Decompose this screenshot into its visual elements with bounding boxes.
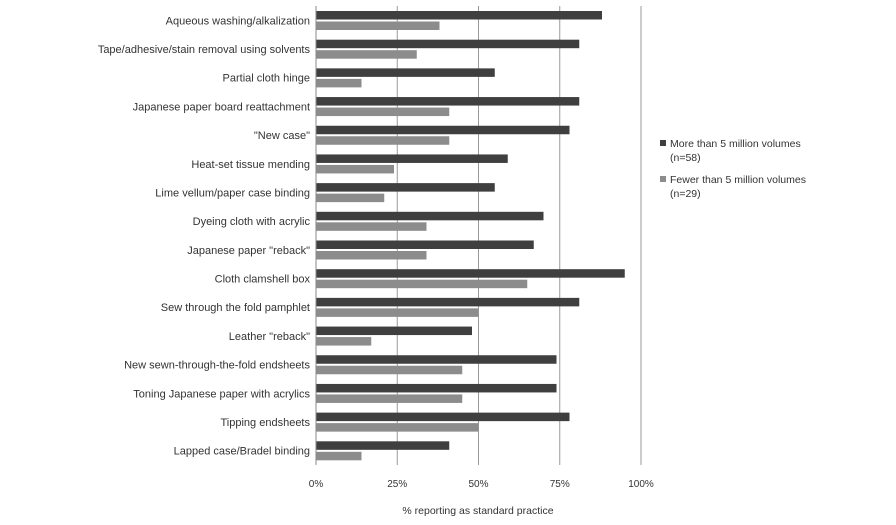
bar-s1-10 <box>316 297 580 307</box>
category-label: Japanese paper "reback" <box>187 245 310 257</box>
bar-s2-9 <box>316 279 528 289</box>
category-label: New sewn-through-the-fold endsheets <box>124 360 310 372</box>
x-tick-label: 75% <box>550 479 570 490</box>
category-label: Dyeing cloth with acrylic <box>193 216 311 228</box>
legend-label-2: Fewer than 5 million volumes (n=29) <box>670 174 806 200</box>
bar-s2-3 <box>316 107 450 117</box>
x-tick-label: 0% <box>309 479 324 490</box>
category-label: Toning Japanese paper with acrylics <box>133 388 310 400</box>
legend-label-1: More than 5 million volumes (n=58) <box>670 138 801 164</box>
bar-s2-2 <box>316 78 362 88</box>
bar-s2-13 <box>316 394 463 403</box>
bar-s2-8 <box>316 251 427 260</box>
bar-s2-7 <box>316 222 427 231</box>
category-label: Aqueous washing/alkalization <box>166 15 310 27</box>
legend-swatch-1 <box>660 140 666 146</box>
bar-s1-12 <box>316 355 557 364</box>
category-label: Leather "reback" <box>229 331 310 343</box>
bar-s2-6 <box>316 193 385 203</box>
category-label: Tipping endsheets <box>221 417 311 429</box>
legend-swatch-2 <box>660 176 666 182</box>
bar-s1-3 <box>316 97 580 106</box>
bar-s1-0 <box>316 11 602 20</box>
category-label: Partial cloth hinge <box>223 73 310 85</box>
x-axis-title: % reporting as standard practice <box>402 505 553 517</box>
bar-s1-9 <box>316 269 625 278</box>
x-tick-label: 25% <box>387 479 407 490</box>
category-label: Heat-set tissue mending <box>191 159 310 171</box>
bar-s2-5 <box>316 164 394 174</box>
x-tick-label: 100% <box>628 479 654 490</box>
x-tick-labels: 0% 25% 50% 75% 100% <box>309 479 654 490</box>
bar-s1-8 <box>316 240 534 249</box>
legend: More than 5 million volumes (n=58) Fewer t… <box>660 138 806 200</box>
category-label: Tape/adhesive/stain removal using solven… <box>98 44 311 56</box>
category-labels: Aqueous washing/alkalization Tape/adhesiv… <box>98 15 311 457</box>
bar-s1-15 <box>316 441 450 450</box>
bar-s1-13 <box>316 383 557 393</box>
bar-s1-11 <box>316 326 472 336</box>
bar-s2-11 <box>316 337 372 346</box>
x-tick-label: 50% <box>468 479 488 490</box>
bar-s2-0 <box>316 21 440 30</box>
bar-s2-15 <box>316 451 362 461</box>
bar-s1-4 <box>316 125 570 135</box>
bar-s1-14 <box>316 412 570 422</box>
category-label: Cloth clamshell box <box>215 274 311 286</box>
category-label: "New case" <box>254 130 310 142</box>
bar-s2-10 <box>316 308 479 317</box>
category-label: Japanese paper board reattachment <box>133 101 310 113</box>
bars <box>316 11 625 461</box>
category-label: Lapped case/Bradel binding <box>174 446 310 458</box>
bar-s2-1 <box>316 50 417 59</box>
bar-s1-1 <box>316 39 580 49</box>
bar-s2-4 <box>316 136 450 145</box>
bar-s2-12 <box>316 365 463 375</box>
bar-s1-6 <box>316 183 495 192</box>
bar-s2-14 <box>316 423 479 432</box>
bar-s1-5 <box>316 154 508 163</box>
bar-s1-2 <box>316 68 495 77</box>
bar-s1-7 <box>316 211 544 221</box>
category-label: Lime vellum/paper case binding <box>155 187 310 199</box>
category-label: Sew through the fold pamphlet <box>161 302 310 314</box>
